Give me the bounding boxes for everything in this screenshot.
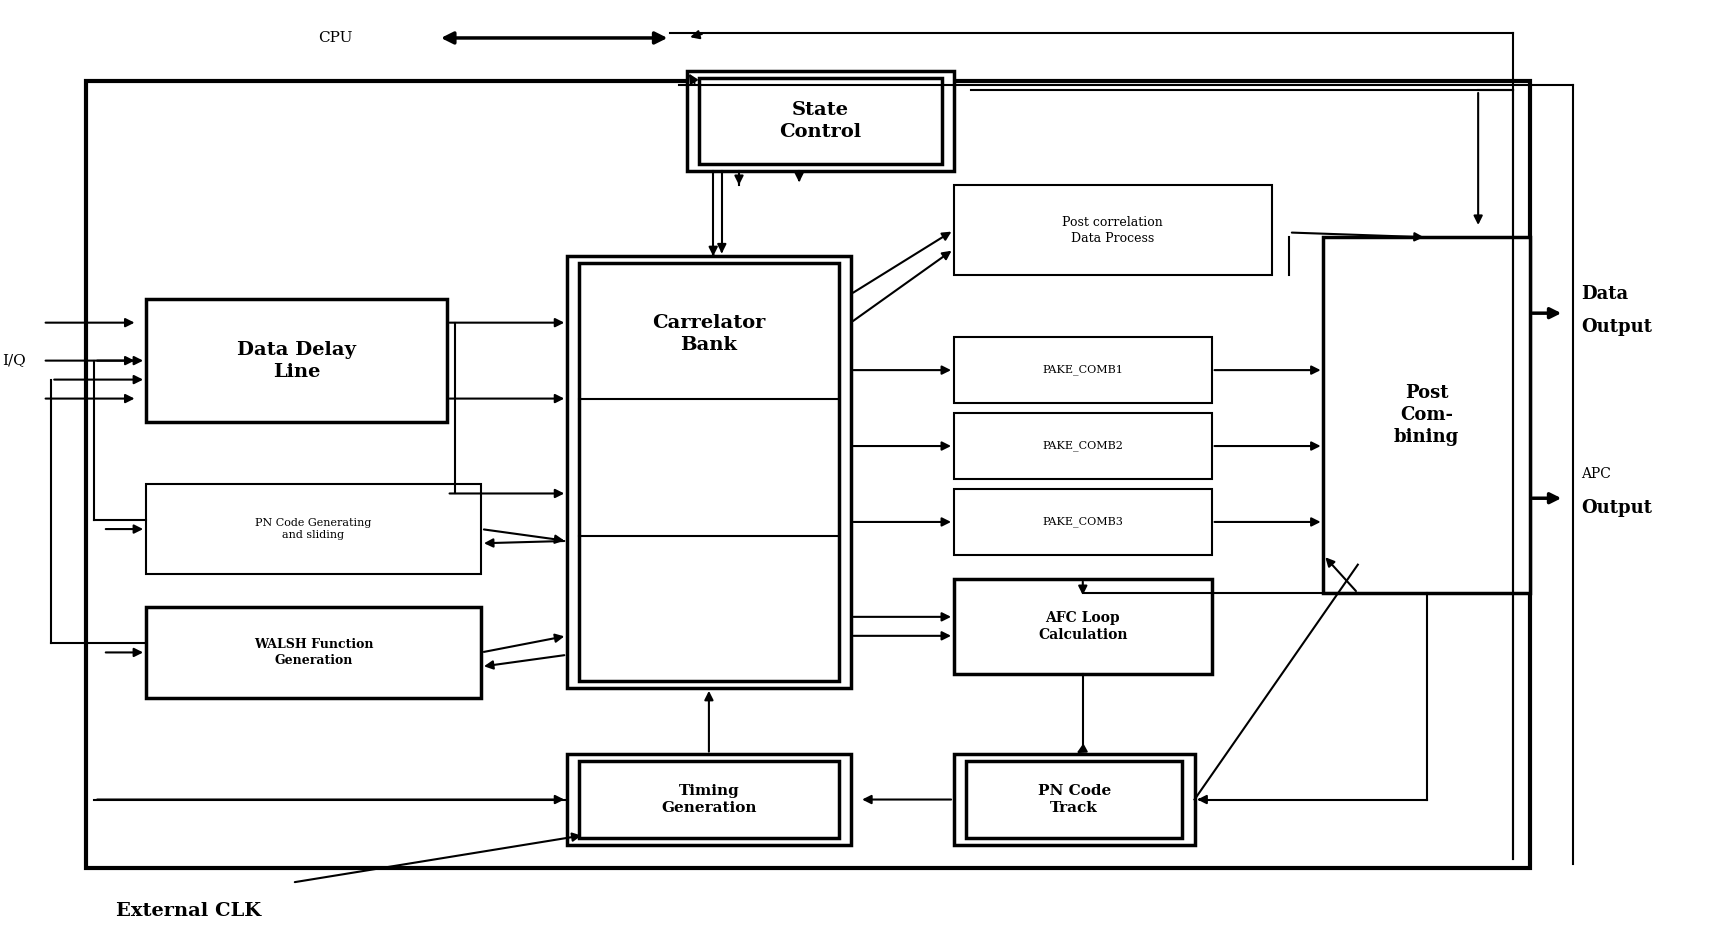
Bar bbox=[953, 337, 1212, 403]
Text: Output: Output bbox=[1581, 319, 1653, 336]
Text: PN Code Generating
and sliding: PN Code Generating and sliding bbox=[255, 518, 372, 540]
Bar bbox=[953, 579, 1212, 674]
Text: PAKE_COMB1: PAKE_COMB1 bbox=[1042, 364, 1123, 376]
Text: PAKE_COMB3: PAKE_COMB3 bbox=[1042, 516, 1123, 528]
Bar bbox=[146, 299, 446, 422]
Bar bbox=[953, 413, 1212, 479]
Text: Timing
Generation: Timing Generation bbox=[661, 784, 757, 815]
Text: Post correlation
Data Process: Post correlation Data Process bbox=[1062, 215, 1163, 245]
Bar bbox=[700, 78, 943, 164]
Bar bbox=[146, 484, 481, 574]
Bar bbox=[953, 185, 1272, 275]
Text: External CLK: External CLK bbox=[116, 902, 262, 920]
Bar bbox=[146, 607, 481, 698]
Bar bbox=[85, 81, 1529, 868]
Bar bbox=[580, 263, 838, 681]
Bar bbox=[965, 761, 1182, 838]
Bar bbox=[687, 71, 953, 171]
Text: Output: Output bbox=[1581, 499, 1653, 516]
Text: CPU: CPU bbox=[318, 31, 352, 45]
Text: Data Delay
Line: Data Delay Line bbox=[236, 341, 356, 381]
Text: PAKE_COMB2: PAKE_COMB2 bbox=[1042, 440, 1123, 452]
Text: APC: APC bbox=[1581, 468, 1611, 481]
Text: Carrelator
Bank: Carrelator Bank bbox=[653, 314, 766, 354]
Bar bbox=[1323, 237, 1529, 593]
Text: AFC Loop
Calculation: AFC Loop Calculation bbox=[1038, 611, 1128, 642]
Bar bbox=[953, 489, 1212, 555]
Bar bbox=[953, 754, 1194, 845]
Text: Post
Com-
bining: Post Com- bining bbox=[1394, 384, 1460, 446]
Text: PN Code
Track: PN Code Track bbox=[1038, 784, 1111, 815]
Text: I/Q: I/Q bbox=[2, 354, 26, 367]
Text: Data: Data bbox=[1581, 286, 1628, 303]
Text: State
Control: State Control bbox=[779, 101, 861, 141]
Text: WALSH Function
Generation: WALSH Function Generation bbox=[253, 638, 373, 667]
Bar bbox=[568, 256, 851, 688]
Bar bbox=[580, 761, 838, 838]
Bar bbox=[568, 754, 851, 845]
